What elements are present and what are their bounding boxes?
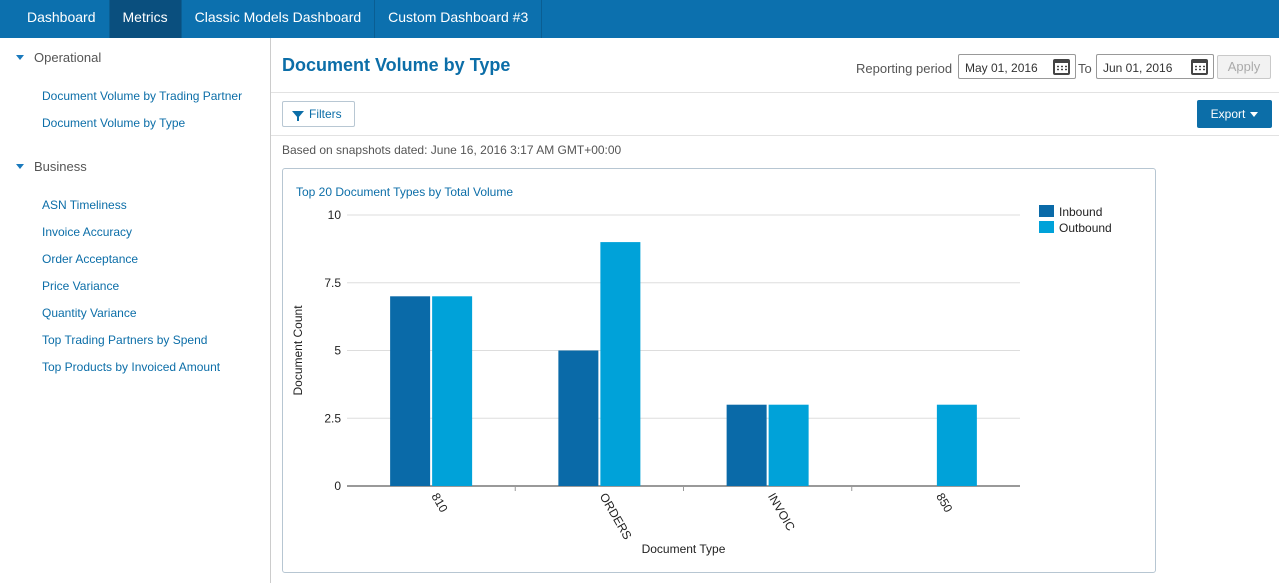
sidebar-item-price-variance[interactable]: Price Variance (42, 279, 120, 293)
sidebar-item-document-volume-by-type[interactable]: Document Volume by Type (42, 116, 186, 130)
page-title: Document Volume by Type (282, 55, 511, 75)
reporting-period-label: Reporting period (856, 61, 953, 76)
calendar-icon[interactable] (1053, 59, 1070, 75)
filter-icon (292, 110, 304, 121)
chart-title: Top 20 Document Types by Total Volume (296, 185, 514, 199)
caret-down-icon (16, 164, 24, 169)
tab-classic-models-dashboard[interactable]: Classic Models Dashboard (182, 0, 376, 38)
tab-dashboard[interactable]: Dashboard (0, 0, 110, 38)
bar-inbound (726, 404, 767, 486)
sidebar-item-order-acceptance[interactable]: Order Acceptance (42, 252, 139, 266)
chart-panel: Top 20 Document Types by Total Volume 0 2… (282, 168, 1156, 573)
bar-chart: 0 2.5 5 7.5 10 810 ORDERS INVOIC 850 Document Typ… (291, 205, 1112, 556)
bar-outbound (600, 242, 641, 486)
x-tick-label: 810 (429, 491, 451, 516)
bar-outbound (936, 404, 977, 486)
section-title: Business (34, 159, 87, 174)
section-business[interactable]: Business (16, 159, 87, 174)
legend-label-inbound: Inbound (1059, 205, 1102, 219)
sidebar-item-invoice-accuracy[interactable]: Invoice Accuracy (42, 225, 133, 239)
caret-down-icon (16, 55, 24, 60)
tab-custom-dashboard-3[interactable]: Custom Dashboard #3 (375, 0, 543, 38)
export-button[interactable]: Export (1197, 100, 1272, 128)
legend-swatch-inbound (1039, 205, 1054, 217)
bar-inbound (558, 350, 599, 486)
sidebar-item-document-volume-by-trading-partner[interactable]: Document Volume by Trading Partner (42, 89, 243, 103)
x-tick-label: ORDERS (597, 491, 635, 542)
y-tick-label: 5 (334, 344, 341, 358)
x-tick-label: 850 (933, 491, 955, 516)
bar-inbound (390, 296, 431, 486)
sidebar-item-quantity-variance[interactable]: Quantity Variance (42, 306, 137, 320)
top-nav: Dashboard Metrics Classic Models Dashboa… (0, 0, 1279, 38)
y-tick-label: 7.5 (324, 276, 341, 290)
section-title: Operational (34, 50, 102, 65)
tab-metrics[interactable]: Metrics (109, 0, 182, 38)
y-tick-label: 10 (328, 208, 342, 222)
filters-button[interactable]: Filters (282, 101, 355, 127)
legend-label-outbound: Outbound (1059, 221, 1112, 235)
x-tick-label: INVOIC (765, 491, 798, 534)
y-axis-label: Document Count (291, 305, 305, 396)
sidebar-item-asn-timeliness[interactable]: ASN Timeliness (42, 198, 127, 212)
divider (271, 92, 1279, 93)
export-label: Export (1210, 107, 1246, 121)
from-date-value: May 01, 2016 (965, 61, 1038, 75)
sidebar: Operational Document Volume by Trading P… (0, 38, 271, 583)
from-date-input[interactable]: May 01, 2016 (958, 54, 1076, 79)
divider (271, 135, 1279, 136)
sidebar-item-top-trading-partners-by-spend[interactable]: Top Trading Partners by Spend (42, 333, 208, 347)
sidebar-item-top-products-by-invoiced-amount[interactable]: Top Products by Invoiced Amount (42, 360, 221, 374)
y-tick-label: 0 (334, 479, 341, 493)
snapshot-date-text: Based on snapshots dated: June 16, 2016 … (282, 143, 622, 157)
filters-label: Filters (309, 107, 342, 121)
to-label: To (1078, 61, 1092, 76)
section-operational[interactable]: Operational (16, 50, 101, 65)
y-tick-label: 2.5 (324, 411, 341, 425)
apply-button[interactable]: Apply (1217, 55, 1271, 79)
bar-outbound (768, 404, 809, 486)
bar-outbound (432, 296, 473, 486)
to-date-input[interactable]: Jun 01, 2016 (1096, 54, 1214, 79)
calendar-icon[interactable] (1191, 59, 1208, 75)
main-content: Document Volume by Type Reporting period… (271, 38, 1279, 583)
legend-swatch-outbound (1039, 221, 1054, 233)
x-axis-label: Document Type (642, 542, 726, 556)
chevron-down-icon (1250, 111, 1259, 117)
to-date-value: Jun 01, 2016 (1103, 61, 1173, 75)
